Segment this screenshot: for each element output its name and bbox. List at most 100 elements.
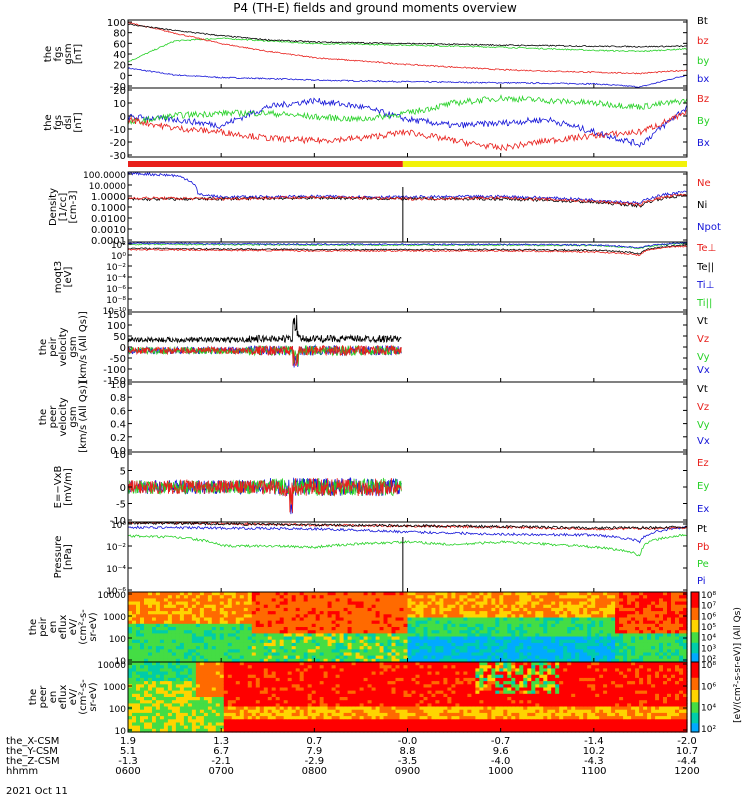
spectrogram-cell xyxy=(247,671,253,676)
spectrogram-cell xyxy=(271,636,277,641)
spectrogram-cell xyxy=(231,700,237,704)
spectrogram-cell xyxy=(399,642,405,647)
spectrogram-cell xyxy=(455,642,460,647)
spectrogram-cell xyxy=(371,703,377,708)
spectrogram-cell xyxy=(227,662,233,666)
spectrogram-cell xyxy=(191,693,197,698)
spectrogram-cell xyxy=(323,728,329,733)
spectrogram-cell xyxy=(395,627,401,631)
spectrogram-cell xyxy=(263,703,269,708)
spectrogram-cell xyxy=(211,706,217,711)
spectrogram-cell xyxy=(567,611,572,615)
y-tick-label: -20 xyxy=(110,138,126,149)
spectrogram-cell xyxy=(191,630,197,634)
spectrogram-cell xyxy=(319,703,325,708)
spectrogram-cell xyxy=(279,652,285,657)
spectrogram-cell xyxy=(187,674,193,679)
spectrogram-cell xyxy=(483,639,488,644)
spectrogram-cell xyxy=(551,633,556,638)
spectrogram-cell xyxy=(351,598,357,603)
spectrogram-cell xyxy=(483,630,488,634)
spectrogram-cell xyxy=(152,655,157,660)
spectrogram-cell xyxy=(219,665,225,669)
spectrogram-cell xyxy=(299,703,305,708)
spectrogram-cell xyxy=(471,633,476,638)
spectrogram-cell xyxy=(267,662,273,666)
spectrogram-cell xyxy=(603,601,608,606)
spectrogram-cell xyxy=(499,655,504,660)
spectrogram-cell xyxy=(275,687,281,692)
spectrogram-cell xyxy=(211,614,217,619)
spectrogram-cell xyxy=(167,604,173,609)
spectrogram-cell xyxy=(339,677,345,682)
spectrogram-cell xyxy=(171,652,177,657)
colorbar-cell xyxy=(691,660,699,663)
spectrogram-cell xyxy=(140,665,145,669)
spectrogram-cell xyxy=(343,611,349,615)
spectrogram-cell xyxy=(551,655,556,660)
spectrogram-cell xyxy=(611,592,616,596)
spectrogram-cell xyxy=(259,655,265,660)
spectrogram-cell xyxy=(287,623,293,628)
spectrogram-cell xyxy=(655,652,660,657)
spectrogram-cell xyxy=(271,611,277,615)
spectrogram-cell xyxy=(519,601,524,606)
spectrogram-cell xyxy=(347,706,353,711)
spectrogram-cell xyxy=(367,697,373,701)
spectrogram-cell xyxy=(379,690,385,695)
spectrogram-cell xyxy=(639,658,644,663)
series-line xyxy=(128,522,687,531)
spectrogram-cell xyxy=(271,681,277,685)
spectrogram-cell xyxy=(315,687,321,692)
spectrogram-cell xyxy=(575,598,580,603)
spectrogram-cell xyxy=(411,646,417,650)
spectrogram-cell xyxy=(251,601,257,606)
spectrogram-cell xyxy=(199,716,205,720)
spectrogram-cell xyxy=(655,649,660,654)
spectrogram-cell xyxy=(144,687,149,692)
spectrogram-cell xyxy=(343,668,349,673)
spectrogram-cell xyxy=(571,655,576,660)
spectrogram-cell xyxy=(407,709,413,714)
spectrogram-cell xyxy=(227,633,233,638)
spectrogram-cell xyxy=(199,607,205,612)
spectrogram-cell xyxy=(303,684,309,689)
spectrogram-cell xyxy=(219,690,225,695)
spectrogram-cell xyxy=(148,716,153,720)
spectrogram-cell xyxy=(319,652,325,657)
spectrogram-cell xyxy=(203,598,209,603)
spectrogram-cell xyxy=(239,607,245,612)
spectrogram-cell xyxy=(391,655,397,660)
spectrogram-cell xyxy=(363,623,369,628)
spectrogram-cell xyxy=(387,658,393,663)
spectrogram-cell xyxy=(283,712,289,717)
spectrogram-cell xyxy=(247,607,253,612)
spectrogram-cell xyxy=(299,601,305,606)
spectrogram-cell xyxy=(451,601,456,606)
spectrogram-cell xyxy=(291,652,297,657)
spectrogram-cell xyxy=(487,636,492,641)
spectrogram-cell xyxy=(187,604,193,609)
spectrogram-cell xyxy=(255,716,261,720)
spectrogram-cell xyxy=(311,592,317,596)
spectrogram-cell xyxy=(371,709,377,714)
spectrogram-cell xyxy=(403,642,409,647)
spectrogram-cell xyxy=(395,700,401,704)
spectrogram-cell xyxy=(383,658,389,663)
spectrogram-cell xyxy=(227,655,233,660)
spectrogram-cell xyxy=(527,630,532,634)
spectrogram-cell xyxy=(255,601,261,606)
spectrogram-cell xyxy=(231,677,237,682)
spectrogram-cell xyxy=(183,690,189,695)
spectrogram-cell xyxy=(155,709,161,714)
spectrogram-cell xyxy=(132,617,137,622)
spectrogram-cell xyxy=(399,623,405,628)
spectrogram-cell xyxy=(607,592,612,596)
spectrogram-cell xyxy=(148,607,153,612)
spectrogram-cell xyxy=(395,630,401,634)
spectrogram-cell xyxy=(407,725,413,730)
spectrogram-cell xyxy=(243,668,249,673)
spectrogram-cell xyxy=(531,598,536,603)
spectrogram-cell xyxy=(367,623,373,628)
spectrogram-cell xyxy=(387,601,393,606)
